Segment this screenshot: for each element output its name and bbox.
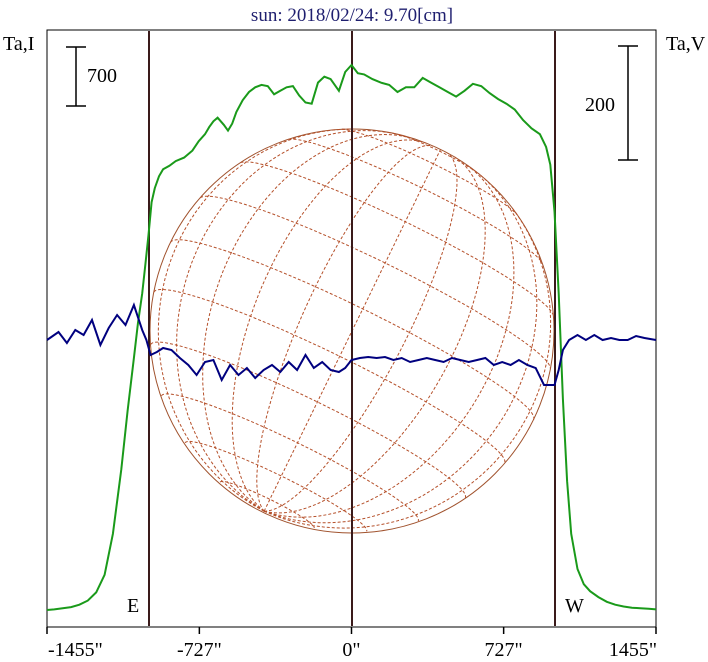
grid-line	[263, 206, 552, 529]
x-tick-label: 0"	[342, 639, 360, 661]
grid-line	[161, 393, 420, 522]
solar-disk	[149, 128, 555, 534]
x-tick-label: 1455"	[609, 639, 657, 661]
grid-line	[263, 149, 441, 512]
east-label: E	[127, 595, 139, 617]
grid-line	[264, 152, 458, 512]
scale-bar-right	[618, 45, 638, 161]
grid-line	[157, 128, 353, 512]
scale-bar-right-label: 200	[585, 94, 615, 116]
grid-line	[231, 139, 427, 512]
x-tick-label: -1455"	[48, 639, 103, 661]
right-axis-label: Ta,V	[666, 33, 706, 55]
grid-line	[199, 195, 551, 369]
west-label: W	[565, 595, 584, 617]
grid-line	[263, 164, 515, 518]
chart-title: sun: 2018/02/24: 9.70[cm]	[251, 5, 453, 26]
grid-line	[153, 289, 506, 464]
x-tick-label: -727"	[177, 639, 222, 661]
grid-line	[184, 440, 368, 532]
grid-line	[341, 128, 518, 216]
grid-line	[264, 156, 486, 514]
grid-line	[176, 130, 398, 512]
x-axis: -1455" -727" 0" 727" 1455"	[46, 627, 657, 661]
series-line-intensity	[46, 63, 657, 611]
scale-bar-left-label: 700	[87, 65, 117, 87]
grid-line	[256, 145, 434, 512]
scale-bar-left	[66, 46, 86, 107]
heliographic-grid	[150, 128, 554, 532]
grid-line	[240, 161, 554, 316]
grid-line	[202, 133, 414, 512]
x-tick-label: 727"	[485, 639, 523, 661]
grid-line	[288, 138, 543, 264]
series-line-polarization	[46, 302, 657, 386]
grid-line	[263, 173, 538, 524]
left-axis-label: Ta,I	[3, 33, 34, 55]
